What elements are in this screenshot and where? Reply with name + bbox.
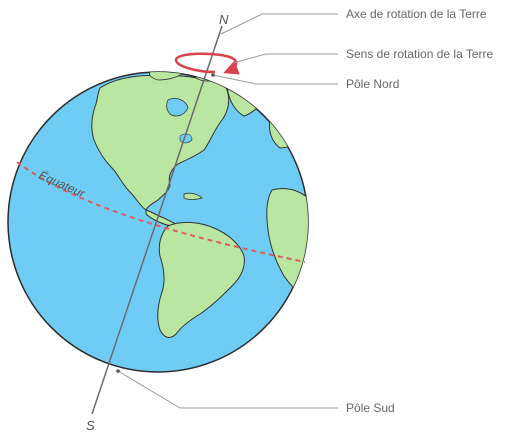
caribbean-islands	[183, 192, 203, 200]
north-pole-leader	[212, 74, 338, 85]
arctic-islands	[149, 72, 187, 81]
south-pole-leader	[117, 370, 338, 409]
axis-label: Axe de rotation de la Terre	[346, 7, 487, 21]
axis-leader	[220, 13, 338, 35]
north-pole-marker	[211, 73, 215, 77]
north-letter: N	[219, 12, 229, 27]
equator-line	[16, 161, 306, 263]
rotation-axis	[91, 25, 223, 415]
north-pole-label: Pôle Nord	[346, 77, 399, 91]
rotation-label: Sens de rotation de la Terre	[346, 47, 494, 61]
rotation-leader	[232, 53, 338, 64]
south-pole-marker	[116, 369, 120, 373]
south-letter: S	[86, 418, 95, 433]
hudson-bay	[166, 98, 189, 117]
south-pole-label: Pôle Sud	[346, 401, 395, 415]
rotation-arrow	[174, 52, 240, 75]
south-america-landmass	[157, 221, 245, 338]
